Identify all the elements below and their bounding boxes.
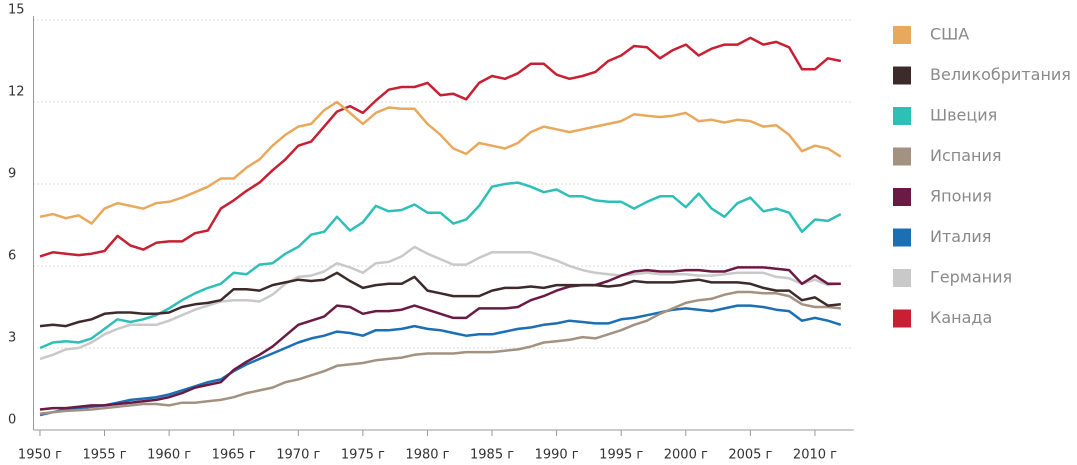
x-tick-label: 1965 г (212, 448, 256, 463)
legend-swatch (893, 107, 911, 125)
series-line (39, 271, 841, 328)
x-tick-label: 1995 г (599, 448, 643, 463)
x-tick-label: 2010 г (793, 448, 837, 463)
x-tick-label: 2005 г (728, 448, 772, 463)
series-line (39, 181, 842, 350)
x-tick-label: 1985 г (470, 448, 514, 463)
x-tick-label: 1975 г (341, 448, 385, 463)
legend-swatch (893, 309, 911, 328)
legend-text: Канада (930, 308, 992, 327)
legend-text: Япония (930, 187, 992, 206)
x-tick-label: 1990 г (535, 448, 579, 463)
x-tick-label: 1950 г (18, 448, 62, 463)
legend-text: Швеция (930, 106, 997, 125)
legend-swatch (893, 26, 911, 44)
y-tick-label: 0 (8, 413, 16, 428)
legend-swatch (893, 269, 911, 287)
legend-text: Италия (930, 227, 991, 246)
legend-swatch (893, 147, 911, 166)
x-tick-label: 1960 г (147, 448, 191, 463)
series-line (39, 245, 841, 361)
x-tick-label: 1970 г (276, 448, 320, 463)
y-tick-label: 9 (8, 167, 16, 182)
legend-text: Германия (930, 268, 1012, 287)
y-tick-label: 3 (8, 331, 16, 346)
y-tick-label: 12 (8, 85, 25, 100)
series-line (39, 266, 841, 411)
x-tick-label: 1980 г (405, 448, 449, 463)
legend-swatch (893, 188, 911, 206)
x-tick-label: 2000 г (664, 448, 708, 463)
legend-text: Великобритания (930, 65, 1071, 84)
series-line (39, 304, 842, 417)
series-line (39, 290, 841, 415)
y-tick-label: 15 (8, 3, 25, 18)
y-tick-label: 6 (8, 249, 16, 264)
legend-swatch (893, 228, 911, 247)
series-line (39, 100, 842, 225)
legend-swatch (893, 66, 911, 85)
legend-text: Испания (930, 146, 1002, 165)
x-tick-label: 1955 г (83, 448, 127, 463)
series-line (39, 36, 842, 258)
legend-text: США (930, 25, 969, 44)
